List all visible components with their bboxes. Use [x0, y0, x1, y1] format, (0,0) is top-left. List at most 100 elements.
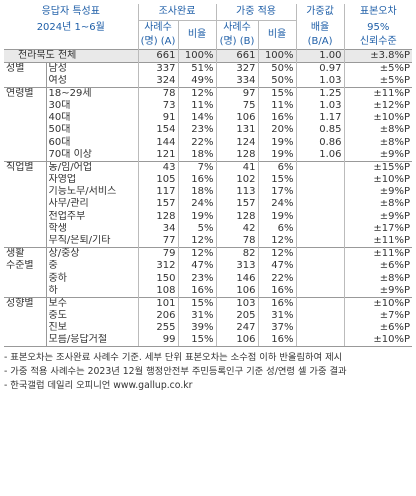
table-row: 연령별 18~29세 78 12% 97 15% 1.25 ±11%P: [4, 86, 413, 100]
ratio-a-cell: 51%: [177, 61, 217, 75]
se-cell: ±5%P: [343, 61, 413, 75]
ratio-b-cell: 19%: [257, 136, 297, 149]
se-cell: ±10%P: [343, 334, 413, 348]
group-label: 연령별: [4, 86, 46, 100]
table-row: 50대 154 23% 131 20% 0.85 ±8%P: [4, 124, 413, 137]
cases-a-header-1: 사례수: [137, 20, 179, 35]
ratio-b-cell: 16%: [257, 284, 297, 298]
ratio-b-cell: 24%: [257, 198, 297, 211]
row-label: 모름/응답거절: [45, 334, 139, 348]
ratio-a-cell: 24%: [177, 198, 217, 211]
se-cell: ±9%P: [343, 148, 413, 162]
footnote-2: - 가중 적용 사례수는 2023년 12월 행정안전부 주민등록인구 기준 성…: [4, 365, 347, 377]
row-label: 사무/관리: [45, 198, 139, 211]
se-cell: ±10%P: [343, 111, 413, 125]
weight-cell: [295, 222, 345, 236]
row-label: 30대: [45, 99, 139, 112]
row-label: 상/중상: [45, 247, 139, 261]
weight-cell: [295, 322, 345, 335]
table-row: 60대 144 22% 124 19% 0.86 ±8%P: [4, 136, 413, 149]
se-cell: ±8%P: [343, 136, 413, 149]
table-title: 응답자 특성표: [41, 6, 100, 17]
group-label-empty: [4, 211, 46, 223]
row-label: 60대: [45, 136, 139, 149]
se-cell: ±5%P: [343, 74, 413, 87]
ratio-a-cell: 18%: [177, 185, 217, 199]
footnotes: - 표본오차는 조사완료 사례수 기준. 세부 단위 표본오차는 소수점 이하 …: [4, 351, 412, 392]
ratio-a-cell: 11%: [177, 99, 217, 112]
group-label-empty: [4, 124, 46, 136]
row-label: 중: [45, 260, 139, 273]
ratio-a-cell: 16%: [177, 284, 217, 298]
ratio-b-cell: 15%: [257, 173, 297, 186]
ratio-a-cell: 7%: [177, 160, 217, 174]
ratio-a-cell: 15%: [177, 296, 217, 310]
weight-cell: 1.25: [295, 86, 345, 100]
table-row: 70대 이상 121 18% 128 19% 1.06 ±9%P: [4, 148, 413, 162]
row-label: 50대: [45, 124, 139, 137]
cases-a-cell: 255: [137, 322, 179, 335]
table-row: 40대 91 14% 106 16% 1.17 ±10%P: [4, 111, 413, 125]
ratio-b-header: 비율: [257, 20, 297, 49]
row-label: 전업주부: [45, 210, 139, 223]
ratio-a-cell: 31%: [177, 309, 217, 323]
table-row: 직업별 농/임/어업 43 7% 41 6% ±15%P: [4, 160, 413, 174]
table-row: 하 108 16% 106 16% ±9%P: [4, 284, 413, 298]
ratio-a-cell: 47%: [177, 260, 217, 273]
total-cases-b: 661: [215, 48, 259, 62]
cases-b-cell: 128: [215, 210, 259, 223]
table-period: 2024년 1~6월: [36, 21, 105, 33]
weight-cell: 0.86: [295, 136, 345, 149]
ratio-a-cell: 49%: [177, 74, 217, 87]
ratio-b-cell: 16%: [257, 296, 297, 310]
total-ratio-b: 100%: [257, 48, 297, 62]
se-cell: ±10%P: [343, 173, 413, 186]
row-label: 40대: [45, 111, 139, 125]
table-row: 중도 206 31% 205 31% ±7%P: [4, 309, 413, 323]
weight-cell: 1.03: [295, 99, 345, 112]
cases-a-cell: 121: [137, 148, 179, 162]
cases-a-cell: 337: [137, 61, 179, 75]
cases-b-cell: 106: [215, 111, 259, 125]
ratio-b-cell: 50%: [257, 61, 297, 75]
group-label-empty: [4, 272, 46, 284]
cases-a-header-2: (명) (A): [137, 35, 179, 49]
se-cell: ±9%P: [343, 284, 413, 298]
total-ratio-a: 100%: [177, 48, 217, 62]
row-label: 하: [45, 284, 139, 298]
ratio-a-cell: 19%: [177, 210, 217, 223]
group-label-empty: [4, 334, 46, 348]
cases-b-cell: 97: [215, 86, 259, 100]
survey-group-header: 조사완료: [137, 4, 217, 21]
total-cases-a: 661: [137, 48, 179, 62]
header-row-3: (명) (A) (명) (B) (B/A) 신뢰수준: [4, 35, 413, 49]
weight-cell: 1.03: [295, 74, 345, 87]
row-label: 중하: [45, 272, 139, 285]
table-row: 성별 남성 337 51% 327 50% 0.97 ±5%P: [4, 61, 413, 75]
ratio-b-cell: 16%: [257, 334, 297, 348]
cases-b-cell: 146: [215, 272, 259, 285]
ratio-b-cell: 19%: [257, 148, 297, 162]
ratio-a-cell: 23%: [177, 124, 217, 137]
row-label: 진보: [45, 322, 139, 335]
respondent-characteristics-table: 응답자 특성표 조사완료 가중 적용 가중값 표본오차 2024년 1~6월 사…: [4, 4, 413, 348]
cases-b-cell: 131: [215, 124, 259, 137]
weight-header-2: 배율: [295, 20, 345, 35]
ratio-a-cell: 15%: [177, 334, 217, 348]
cases-a-cell: 77: [137, 235, 179, 248]
ratio-a-cell: 22%: [177, 136, 217, 149]
cases-b-cell: 247: [215, 322, 259, 335]
se-cell: ±12%P: [343, 99, 413, 112]
weight-cell: [295, 185, 345, 199]
group-label-line2: 수준별: [6, 260, 34, 272]
cases-a-cell: 128: [137, 210, 179, 223]
cases-b-cell: 106: [215, 334, 259, 348]
group-label: 생활: [4, 247, 46, 261]
weight-cell: 0.85: [295, 124, 345, 137]
weight-cell: [295, 296, 345, 310]
se-cell: ±6%P: [343, 260, 413, 273]
row-label: 여성: [45, 74, 139, 87]
group-label-empty: [4, 174, 46, 186]
ratio-b-cell: 31%: [257, 309, 297, 323]
se-header-2: 95%: [343, 20, 413, 35]
